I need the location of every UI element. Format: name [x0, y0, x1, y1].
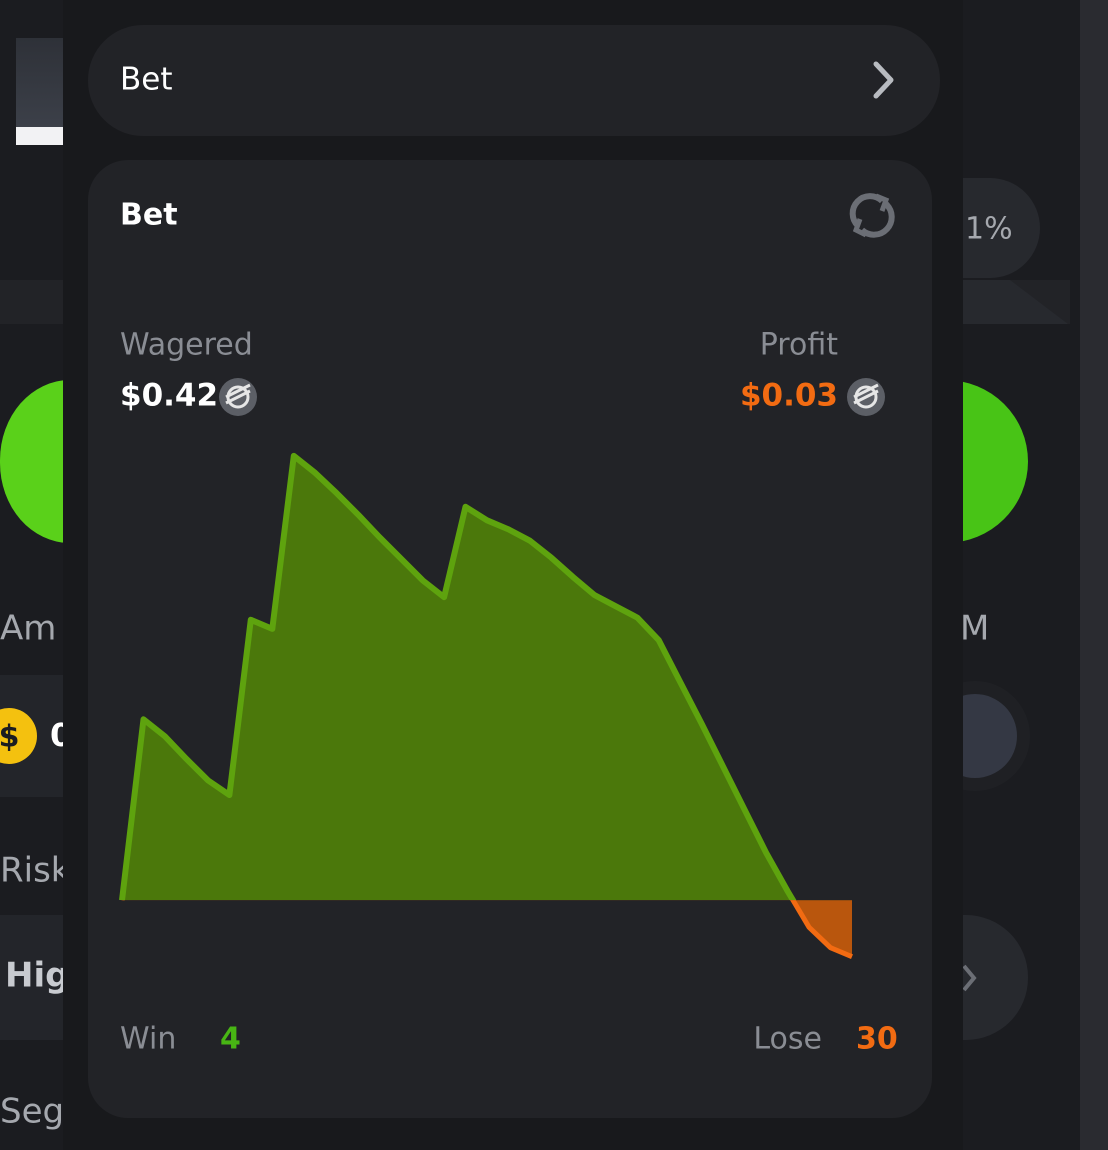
- scroll-strip: [1080, 0, 1108, 1150]
- profit-line: [119, 452, 797, 901]
- left-label: Seg: [0, 1092, 64, 1132]
- profit-area: [122, 455, 793, 901]
- left-label: Risk: [0, 851, 71, 891]
- currency-icon: [847, 378, 885, 416]
- win-count: 4: [220, 1022, 241, 1057]
- left-label: Am: [0, 609, 56, 649]
- left-select[interactable]: [0, 915, 80, 1040]
- bet-row[interactable]: [88, 25, 940, 136]
- wagered-value: $0.42: [120, 378, 218, 414]
- profit-label: Profit: [760, 328, 838, 363]
- profit-chart: [119, 452, 853, 960]
- lose-label: Lose: [753, 1022, 822, 1057]
- coin-symbol: $: [0, 720, 19, 755]
- chevron-icon: [962, 964, 977, 992]
- right-chip-text: 1%: [965, 212, 1013, 247]
- left-amount: 0: [50, 716, 72, 754]
- left-tab: [16, 38, 63, 128]
- bet-row-label: Bet: [120, 62, 173, 98]
- left-tab-indicator: [16, 127, 63, 145]
- left-green-button[interactable]: [0, 380, 140, 543]
- profit-value: $0.03: [740, 378, 838, 414]
- right-label: M: [960, 609, 989, 649]
- coin-icon: [0, 708, 37, 764]
- refresh-icon[interactable]: [849, 193, 895, 238]
- currency-icon: [219, 378, 257, 416]
- chevron-icon: [873, 61, 894, 99]
- win-label: Win: [120, 1022, 176, 1057]
- card-title: Bet: [120, 198, 178, 233]
- wagered-label: Wagered: [120, 328, 253, 363]
- lose-count: 30: [856, 1022, 898, 1057]
- left-panel: Am $ 0 Risk Hig Seg: [0, 38, 140, 1132]
- left-select-text: Hig: [5, 956, 69, 996]
